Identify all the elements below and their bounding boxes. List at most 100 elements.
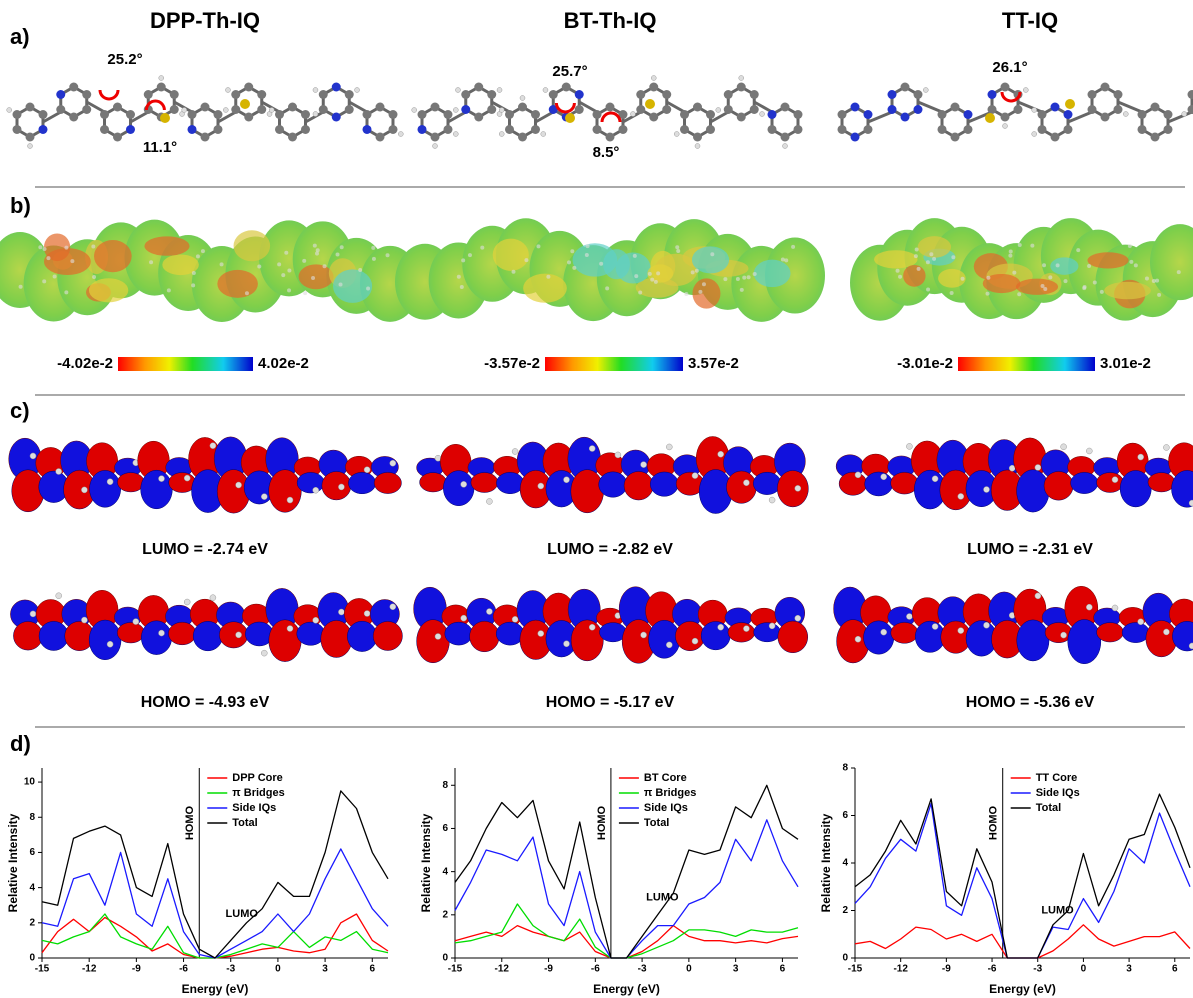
- atom: [275, 110, 285, 119]
- bond: [1067, 110, 1093, 124]
- hydrogen: [1137, 453, 1144, 461]
- hydrogen: [691, 637, 699, 645]
- esp-atom: [572, 265, 577, 270]
- hydrogen: [1086, 447, 1093, 455]
- x-tick-label: -12: [82, 964, 97, 975]
- lumo-energy: LUMO = -2.31 eV: [967, 541, 1093, 558]
- orbital-lobe: [890, 472, 919, 495]
- hydrogen: [286, 496, 294, 504]
- atom: [213, 110, 223, 119]
- atom: [1113, 105, 1123, 114]
- esp-atom: [1155, 278, 1160, 283]
- esp-atom: [1076, 248, 1081, 253]
- hydrogen: [1034, 464, 1042, 471]
- x-tick-label: -3: [226, 964, 235, 975]
- orbital: [833, 585, 1193, 665]
- scale-max: 3.01e-2: [1100, 355, 1151, 372]
- bond: [709, 110, 729, 124]
- esp-atom: [656, 271, 661, 276]
- esp-atom: [315, 251, 320, 256]
- atom: [1000, 112, 1010, 122]
- hydrogen: [1060, 443, 1067, 451]
- esp-atom: [191, 270, 196, 275]
- hydrogen: [158, 475, 165, 482]
- hydrogen: [854, 471, 862, 479]
- hydrogen: [81, 486, 88, 494]
- atom: [574, 90, 584, 99]
- atom: [200, 102, 210, 112]
- bond: [1017, 100, 1043, 114]
- x-tick-label: 3: [322, 964, 328, 975]
- dos-line: [854, 793, 1191, 959]
- esp-atom: [1127, 244, 1132, 249]
- hydrogen: [209, 594, 217, 601]
- esp-atom: [1144, 276, 1149, 281]
- orbital-lobe: [838, 471, 868, 496]
- atom: [1163, 125, 1173, 134]
- esp-patch: [692, 278, 721, 309]
- hydrogen: [460, 614, 467, 622]
- atom: [375, 132, 385, 142]
- legend-label: π Bridges: [232, 787, 284, 799]
- esp-atom: [650, 277, 655, 282]
- esp-atom: [1129, 259, 1134, 264]
- hydrogen: [519, 95, 526, 101]
- esp-atom: [1082, 286, 1087, 291]
- orbital-lobe: [116, 622, 145, 644]
- orbital-lobe: [863, 620, 895, 655]
- atom: [69, 82, 79, 92]
- hydrogen: [588, 445, 596, 452]
- esp-atom: [1030, 243, 1035, 248]
- esp-atom: [1008, 249, 1013, 254]
- y-tick-label: 0: [29, 953, 35, 964]
- dos-line: [454, 784, 799, 959]
- atom: [887, 90, 897, 99]
- hydrogen: [794, 614, 802, 622]
- atom: [1000, 82, 1010, 92]
- angle-arc: [98, 89, 120, 101]
- sulfur: [160, 113, 170, 123]
- atom: [257, 90, 267, 99]
- atom: [417, 125, 427, 134]
- atom: [25, 102, 35, 112]
- esp-atom: [675, 245, 680, 250]
- hydrogen: [759, 111, 765, 117]
- esp-atom: [195, 254, 200, 259]
- bond: [867, 110, 893, 124]
- atom: [863, 125, 873, 134]
- hydrogen: [496, 87, 503, 93]
- x-tick-label: 6: [369, 964, 375, 975]
- x-tick-label: 0: [275, 964, 281, 975]
- scale-min: -4.02e-2: [57, 355, 113, 372]
- esp-atom: [46, 256, 51, 261]
- atom: [863, 110, 873, 119]
- esp-atom: [599, 261, 604, 266]
- hydrogen: [389, 459, 397, 467]
- dos-line: [41, 913, 389, 959]
- hydrogen: [1031, 131, 1037, 137]
- atom: [937, 110, 947, 119]
- esp-atom: [791, 244, 796, 249]
- orbital-lobe: [88, 619, 122, 660]
- esp-atom: [219, 262, 224, 267]
- esp-atom: [91, 244, 96, 249]
- x-tick-label: -6: [179, 964, 188, 975]
- bond: [1167, 110, 1193, 124]
- hydrogen: [460, 481, 467, 488]
- esp-atom: [784, 258, 789, 263]
- atom: [963, 110, 973, 119]
- hydrogen: [880, 628, 887, 636]
- dos-line: [854, 924, 1191, 959]
- atom: [113, 102, 122, 112]
- legend-label: Total: [232, 817, 257, 829]
- esp-atom: [605, 286, 610, 291]
- orbital-lobe: [864, 471, 893, 497]
- color-scale: [118, 357, 253, 371]
- hydrogen: [158, 75, 164, 81]
- hydrogen: [27, 143, 33, 149]
- hydrogen: [132, 618, 140, 625]
- y-tick-label: 8: [442, 780, 448, 791]
- atom: [837, 125, 847, 134]
- hydrogen: [363, 466, 371, 473]
- esp-atom: [303, 291, 308, 296]
